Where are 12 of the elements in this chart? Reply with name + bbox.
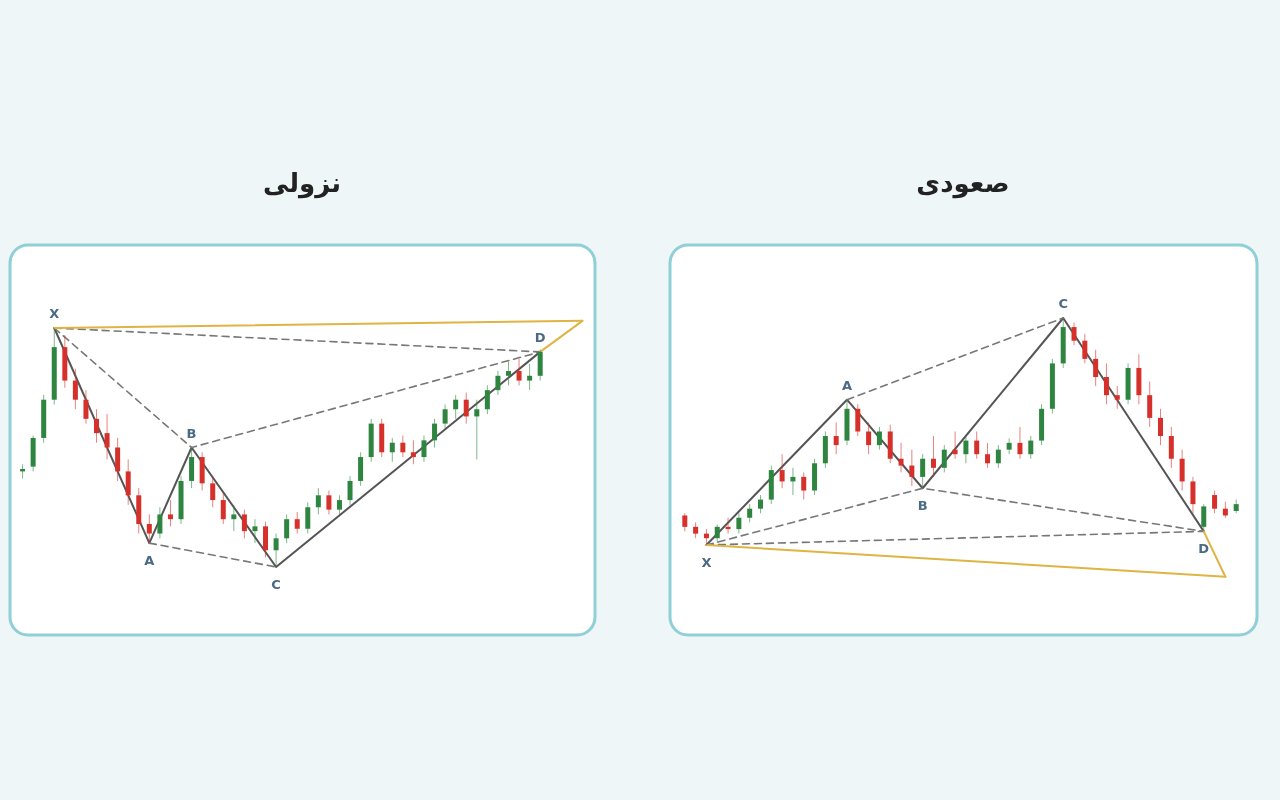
text: X: [49, 306, 60, 321]
annotation: A: [144, 553, 155, 569]
text: X: [701, 555, 712, 570]
text: C: [1058, 296, 1068, 311]
annotation: B: [917, 498, 928, 514]
annotation: B: [186, 425, 197, 441]
annotation: D: [534, 329, 546, 345]
chart-title: صعودی: [916, 168, 1010, 199]
chart-title: نزولی: [262, 168, 342, 199]
annotation: A: [841, 377, 853, 393]
text: C: [271, 577, 281, 592]
annotation: D: [1198, 541, 1210, 557]
